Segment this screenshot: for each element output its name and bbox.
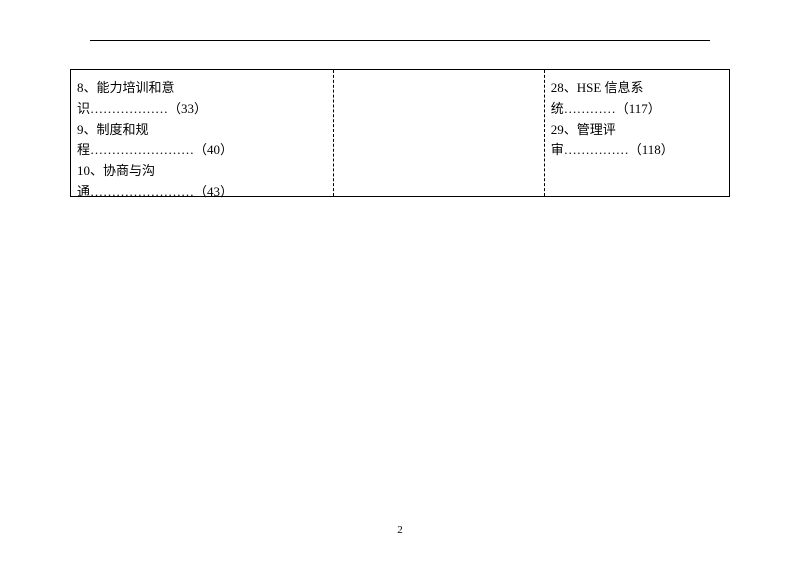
toc-entry: 程……………………（40） — [77, 140, 327, 161]
toc-column-2 — [334, 70, 545, 196]
toc-entry: 28、HSE 信息系 — [551, 78, 723, 99]
toc-entry: 审……………（118） — [551, 140, 723, 161]
toc-entry: 9、制度和规 — [77, 120, 327, 141]
toc-entry: 29、管理评 — [551, 120, 723, 141]
toc-column-3: 28、HSE 信息系 统…………（117） 29、管理评 审……………（118） — [545, 70, 729, 196]
top-horizontal-rule — [90, 40, 710, 41]
document-page: 8、能力培训和意 识………………（33） 9、制度和规 程……………………（40… — [0, 0, 800, 197]
page-number: 2 — [397, 524, 403, 536]
toc-entry: 8、能力培训和意 — [77, 78, 327, 99]
toc-entry: 统…………（117） — [551, 99, 723, 120]
toc-entry: 10、协商与沟 — [77, 161, 327, 182]
toc-table: 8、能力培训和意 识………………（33） 9、制度和规 程……………………（40… — [70, 69, 730, 197]
toc-entry: 识………………（33） — [77, 99, 327, 120]
toc-entry: 通……………………（43） — [77, 182, 327, 203]
toc-column-1: 8、能力培训和意 识………………（33） 9、制度和规 程……………………（40… — [71, 70, 334, 196]
